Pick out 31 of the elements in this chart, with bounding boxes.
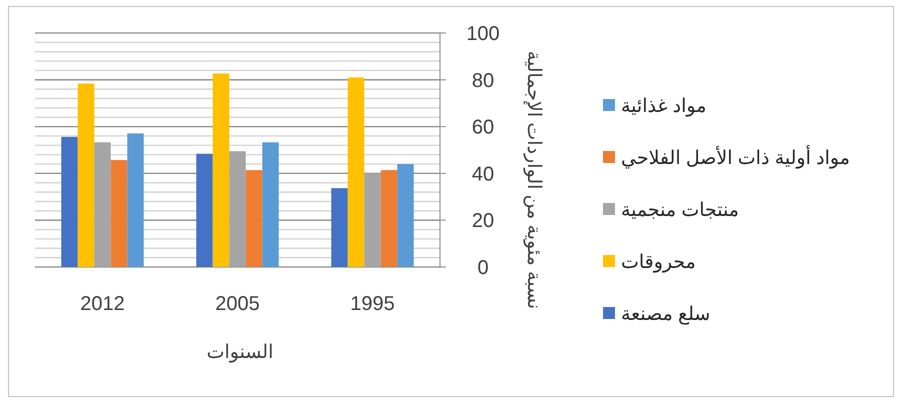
y-tick-label: 40 <box>472 163 494 186</box>
legend-label: مواد غذائية <box>621 96 706 117</box>
y-tick-label: 100 <box>466 23 500 45</box>
bar <box>110 160 128 267</box>
bar <box>78 84 94 267</box>
bar <box>262 142 279 267</box>
bar <box>397 164 414 267</box>
y-tick-label: 80 <box>472 70 494 92</box>
bar <box>380 170 398 267</box>
bar <box>348 77 364 267</box>
bar <box>196 154 213 267</box>
legend-label: محروقات <box>621 252 696 273</box>
bar <box>127 133 144 267</box>
y-tick-label: 20 <box>472 210 494 232</box>
x-axis-title: السنوات <box>206 342 274 363</box>
y-tick-label: 0 <box>477 257 489 279</box>
bar <box>61 136 78 267</box>
y-tick-label: 60 <box>472 116 494 139</box>
legend-label: سلع مصنعة <box>621 304 710 325</box>
legend-label: مواد أولية ذات الأصل الفلاحي <box>621 145 850 169</box>
x-tick-label: 2012 <box>80 293 125 315</box>
bar <box>331 188 348 267</box>
legend-label: منتجات منجمية <box>621 200 739 221</box>
bar <box>246 170 262 267</box>
bar <box>94 142 111 267</box>
y-axis-title: نسبة مئوية من الواردات الإجمالية <box>523 50 544 310</box>
bar <box>229 151 246 267</box>
bar <box>364 173 381 267</box>
bar <box>212 73 230 267</box>
x-tick-label: 1995 <box>350 293 395 315</box>
x-tick-label: 2005 <box>215 293 260 315</box>
